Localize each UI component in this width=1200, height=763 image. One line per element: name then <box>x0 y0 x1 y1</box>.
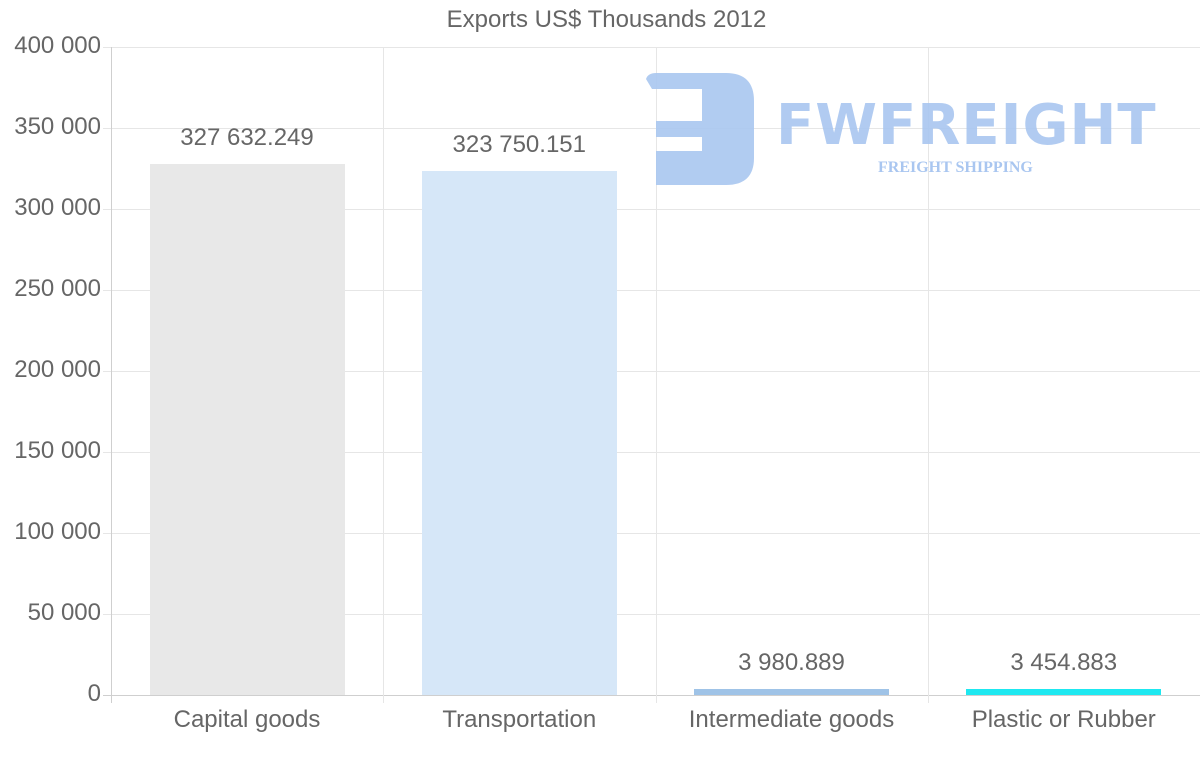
y-tick-label: 350 000 <box>14 113 101 140</box>
bar-capital-goods[interactable] <box>149 164 345 695</box>
x-tick-label: Capital goods <box>173 706 321 733</box>
gridline-y <box>103 128 1200 129</box>
y-tick-label: 200 000 <box>14 356 101 383</box>
gridline-y <box>103 452 1200 453</box>
watermark-logo: FWFREIGHT FREIGHT SHIPPING <box>646 73 1156 188</box>
x-tick-label: Transportation <box>442 706 597 733</box>
x-tick-label: Plastic or Rubber <box>971 706 1156 733</box>
gridline-y <box>103 533 1200 534</box>
y-tick-label: 50 000 <box>27 599 101 626</box>
bar-value-label: 3 454.883 <box>1010 649 1118 677</box>
bar-value-label: 327 632.249 <box>180 124 314 152</box>
fw-logo-mark-icon <box>646 73 754 185</box>
bar-plastic-or-rubber[interactable] <box>966 689 1162 695</box>
y-tick-label: 400 000 <box>14 32 101 59</box>
watermark-tagline: FREIGHT SHIPPING <box>878 159 1033 176</box>
y-tick-label: 300 000 <box>14 194 101 221</box>
x-tick-label: Intermediate goods <box>688 706 895 733</box>
y-tick-label: 250 000 <box>14 275 101 302</box>
plot-area: 0 50 000 100 000 150 000 200 000 250 000 300 0… <box>14 34 1200 706</box>
bar-intermediate-goods[interactable] <box>694 688 890 695</box>
y-tick-label: 0 <box>87 680 101 707</box>
y-tick-label: 150 000 <box>14 437 101 464</box>
gridline-x <box>383 47 385 703</box>
gridline-y <box>103 47 1200 48</box>
gridline-x <box>927 47 929 703</box>
watermark-brand: FWFREIGHT <box>776 93 1157 158</box>
gridline-y <box>103 371 1200 372</box>
y-axis-line <box>111 47 112 703</box>
gridline-y <box>103 614 1200 615</box>
gridline-y <box>103 695 1200 696</box>
bar-value-label: 323 750.151 <box>452 130 586 158</box>
y-tick-label: 100 000 <box>14 518 101 545</box>
gridline-x <box>655 47 657 703</box>
bar-transportation[interactable] <box>421 170 617 695</box>
gridline-y <box>103 209 1200 210</box>
gridline-y <box>103 290 1200 291</box>
bar-value-label: 3 980.889 <box>738 648 845 676</box>
chart-title: Exports US$ Thousands 2012 <box>446 6 767 33</box>
